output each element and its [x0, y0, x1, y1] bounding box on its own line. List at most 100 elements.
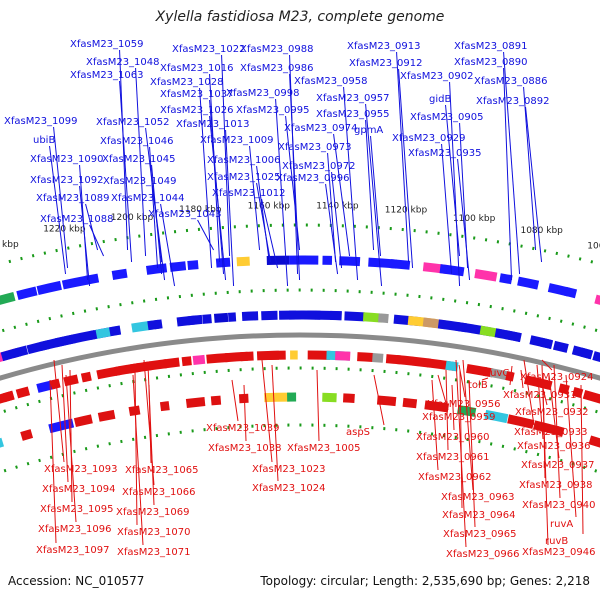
reverse-gene-label: XfasM23_1095 — [40, 504, 114, 515]
scale-label: 1240 kbp — [0, 240, 19, 250]
forward-gene-label: XfasM23_0996 — [276, 173, 350, 184]
forward-leader-line — [396, 51, 410, 263]
forward-gene-label: gidB — [429, 94, 451, 105]
scale-label: 1220 kbp — [43, 225, 86, 235]
forward-leader-line — [79, 185, 91, 287]
reverse-gene — [15, 386, 31, 399]
forward-leader-line — [398, 68, 414, 269]
outer-forward-gene — [187, 260, 199, 270]
inner-reverse-gene — [128, 405, 141, 417]
forward-gene-label: XfasM23_0986 — [240, 63, 314, 74]
reverse-gene — [536, 378, 551, 390]
forward-leader-line — [256, 182, 272, 263]
forward-gene — [261, 310, 278, 321]
reverse-gene-label: XfasM23_1096 — [38, 524, 112, 535]
reverse-leader-line — [536, 364, 544, 440]
reverse-gene-label: XfasM23_1070 — [117, 527, 191, 538]
reverse-gene — [181, 356, 192, 367]
forward-leader-line — [89, 224, 105, 257]
forward-gene-label: XfasM23_1092 — [30, 175, 104, 186]
outer-forward-gene — [594, 294, 600, 305]
forward-leader-line — [261, 198, 279, 269]
reverse-gene-label: XfasM23_0932 — [515, 407, 589, 418]
inner-reverse-gene — [48, 418, 75, 434]
forward-leader-line — [225, 129, 235, 287]
forward-gene-label: XfasM23_0995 — [236, 105, 310, 116]
forward-gene-label: XfasM23_1016 — [160, 63, 234, 74]
inner-reverse-gene — [185, 397, 206, 408]
forward-gene-label: XfasM23_1006 — [207, 155, 281, 166]
forward-leader-line — [85, 203, 99, 251]
forward-gene — [344, 311, 365, 322]
reverse-gene-label: XfasM23_1023 — [252, 464, 326, 475]
reverse-gene — [335, 351, 351, 361]
forward-gene — [213, 312, 229, 323]
forward-gene-label: XfasM23_0957 — [316, 93, 390, 104]
reverse-gene — [80, 371, 92, 383]
map-title: Xylella fastidiosa M23, complete genome — [155, 9, 445, 25]
forward-gene — [552, 340, 569, 353]
forward-leader-line — [449, 81, 461, 287]
outer-forward-gene — [145, 263, 168, 275]
reverse-gene-label: XfasM23_0966 — [446, 549, 520, 560]
forward-gene-label: XfasM23_0998 — [226, 88, 300, 99]
forward-gene-label: XfasM23_1037 — [160, 89, 234, 100]
scale-label: 1180 kbp — [179, 205, 222, 215]
inner-reverse-gene — [376, 395, 397, 407]
forward-gene-label: XfasM23_1090 — [30, 154, 104, 165]
reverse-leader-line — [553, 364, 561, 499]
forward-gene-label: XfasM23_1046 — [100, 136, 174, 147]
reverse-gene-label: XfasM23_1097 — [36, 545, 110, 556]
forward-leader-line — [149, 146, 159, 269]
forward-gene-label: XfasM23_0958 — [294, 76, 368, 87]
inner-reverse-gene — [424, 400, 450, 413]
reverse-gene — [2, 390, 15, 403]
forward-gene-label: XfasM23_0973 — [278, 142, 352, 153]
forward-gene-label: XfasM23_1063 — [70, 70, 144, 81]
inner-reverse-gene — [264, 392, 290, 403]
outer-forward-gene — [85, 273, 100, 285]
outer-forward-gene — [390, 259, 411, 270]
forward-leader-line — [503, 51, 521, 275]
forward-gene-label: gpmA — [354, 125, 383, 136]
reverse-gene — [505, 371, 515, 382]
outer-forward-gene — [169, 261, 187, 272]
reverse-gene — [162, 357, 180, 369]
reverse-leader-line — [61, 364, 69, 483]
inner-reverse-gene — [342, 393, 355, 403]
forward-gene — [187, 315, 198, 326]
reverse-gene-label: XfasM23_0963 — [441, 492, 515, 503]
tick-ring-2 — [0, 366, 600, 415]
reverse-leader-line — [132, 374, 144, 546]
inner-reverse-gene — [588, 435, 600, 448]
forward-leader-line — [331, 171, 343, 269]
reverse-leader-line — [580, 384, 584, 535]
forward-gene-label: XfasM23_0972 — [282, 161, 356, 172]
forward-leader-line — [119, 80, 133, 263]
forward-gene — [153, 319, 163, 330]
inner-reverse-gene — [322, 392, 337, 403]
forward-leader-line — [221, 54, 231, 257]
inner-reverse-gene — [0, 437, 5, 448]
reverse-leader-line — [271, 364, 279, 482]
inner-reverse-gene — [507, 414, 535, 429]
forward-gene-label: XfasM23_0892 — [476, 96, 550, 107]
forward-gene-label: XfasM23_0890 — [454, 57, 528, 68]
reverse-leader-line — [459, 369, 463, 509]
inner-reverse-gene — [238, 393, 249, 404]
reverse-leader-line — [134, 369, 138, 526]
forward-gene-label: XfasM23_1022 — [172, 44, 246, 55]
genome-summary: Topology: circular; Length: 2,535,690 bp… — [260, 574, 590, 588]
reverse-gene-label: ruvB — [545, 536, 568, 547]
reverse-gene-label: XfasM23_0924 — [520, 372, 594, 383]
genome-backbone — [0, 332, 600, 381]
scale-label: 1160 kbp — [248, 201, 291, 211]
forward-leader-line — [457, 158, 471, 281]
forward-leader-line — [275, 98, 289, 287]
forward-leader-line — [197, 219, 215, 251]
reverse-gene — [466, 363, 488, 377]
forward-gene-label: XfasM23_1052 — [96, 117, 170, 128]
forward-gene-label: XfasM23_0912 — [349, 58, 423, 69]
reverse-gene — [372, 353, 384, 363]
